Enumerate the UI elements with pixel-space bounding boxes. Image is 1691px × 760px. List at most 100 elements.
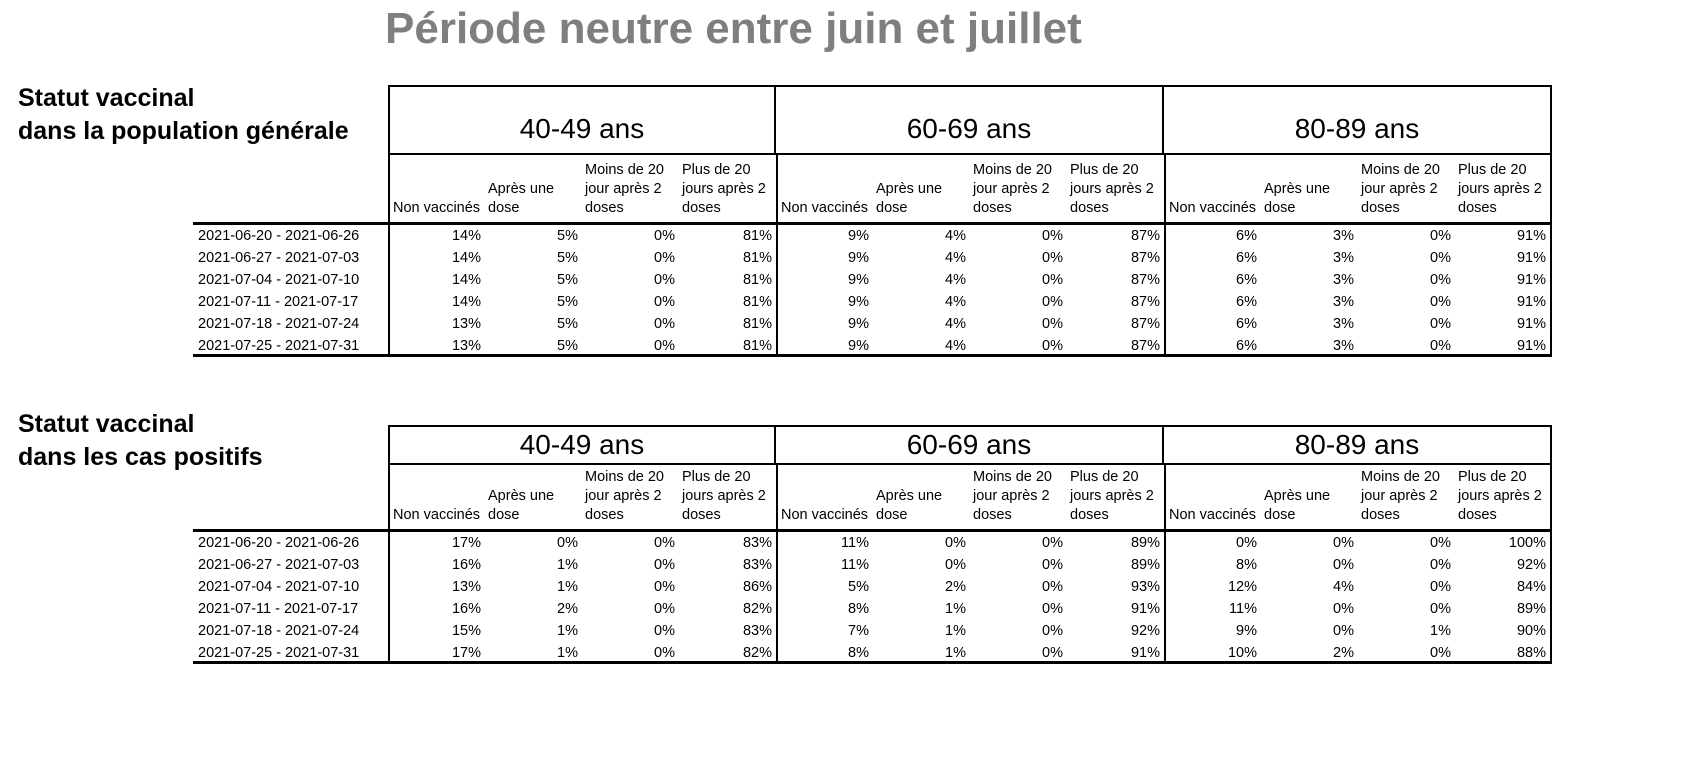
value-cell: 5%	[776, 576, 873, 598]
value-cell: 4%	[873, 335, 970, 357]
value-cell: 1%	[945, 601, 966, 617]
period-cell: 2021-07-11 - 2021-07-17	[198, 601, 359, 617]
value-cell: 1%	[1430, 623, 1451, 639]
value-cell: 3%	[1333, 250, 1354, 266]
value-cell: 17%	[388, 532, 485, 554]
column-header: Moins de 20 jour après 2 doses	[582, 465, 679, 532]
value-cell: 5%	[557, 294, 578, 310]
value-cell: 0%	[1333, 601, 1354, 617]
value-cell: 7%	[776, 620, 873, 642]
value-cell: 6%	[1164, 269, 1261, 291]
value-cell: 0%	[1042, 557, 1063, 573]
column-header: Moins de 20 jour après 2 doses	[582, 155, 679, 225]
age-group-header: 40-49 ans	[388, 85, 776, 155]
value-cell: 6%	[1164, 335, 1261, 357]
column-header: Après une dose	[485, 465, 582, 532]
age-group-header: 60-69 ans	[776, 425, 1164, 465]
value-cell: 11%	[776, 554, 873, 576]
value-cell: 9%	[776, 313, 873, 335]
value-cell: 81%	[679, 335, 776, 357]
value-cell: 0%	[1333, 557, 1354, 573]
value-cell: 2%	[945, 579, 966, 595]
value-cell: 0%	[1430, 557, 1451, 573]
value-cell: 1%	[945, 623, 966, 639]
value-cell: 88%	[1455, 642, 1552, 664]
value-cell: 3%	[1333, 272, 1354, 288]
value-cell: 8%	[776, 598, 873, 620]
value-cell: 0%	[582, 335, 679, 357]
value-cell: 5%	[485, 335, 582, 357]
value-cell: 2%	[1261, 642, 1358, 664]
value-cell: 91%	[1455, 313, 1552, 335]
value-cell: 6%	[1164, 313, 1261, 335]
value-cell: 1%	[557, 557, 578, 573]
period-cell: 2021-06-27 - 2021-07-03	[198, 250, 360, 266]
value-cell: 5%	[557, 228, 578, 244]
value-cell: 0%	[1430, 579, 1451, 595]
value-cell: 81%	[742, 294, 772, 310]
value-cell: 4%	[945, 294, 966, 310]
value-cell: 91%	[1455, 247, 1552, 269]
value-cell: 0%	[654, 294, 675, 310]
section-label-line: dans les cas positifs	[18, 442, 263, 471]
value-cell: 17%	[388, 642, 485, 664]
value-cell: 8%	[1164, 554, 1261, 576]
value-cell: 0%	[557, 535, 578, 551]
column-header: Plus de 20 jours après 2 doses	[679, 155, 776, 225]
column-header: Non vaccinés	[776, 465, 873, 532]
value-cell: 0%	[654, 623, 675, 639]
value-cell: 0%	[582, 642, 679, 664]
value-cell: 0%	[654, 557, 675, 573]
period-cell: 2021-07-18 - 2021-07-24	[198, 623, 360, 639]
value-cell: 2%	[557, 601, 578, 617]
value-cell: 0%	[1430, 250, 1451, 266]
value-cell: 0%	[654, 250, 675, 266]
value-cell: 91%	[1455, 225, 1552, 247]
period-cell: 2021-07-04 - 2021-07-10	[198, 579, 360, 595]
section-label-line: Statut vaccinal	[18, 84, 195, 112]
value-cell: 0%	[1042, 272, 1063, 288]
value-cell: 0%	[1042, 535, 1063, 551]
column-header: Non vaccinés	[1164, 155, 1261, 225]
period-cell: 2021-07-11 - 2021-07-17	[198, 294, 359, 310]
value-cell: 14%	[388, 225, 485, 247]
value-cell: 0%	[1042, 601, 1063, 617]
value-cell: 14%	[388, 291, 485, 313]
period-cell: 2021-06-20 - 2021-06-26	[198, 535, 360, 551]
value-cell: 91%	[1067, 642, 1164, 664]
value-cell: 16%	[388, 554, 485, 576]
value-cell: 13%	[388, 335, 485, 357]
value-cell: 0%	[1164, 532, 1261, 554]
value-cell: 11%	[1164, 598, 1261, 620]
value-cell: 0%	[654, 535, 675, 551]
value-cell: 100%	[1455, 532, 1552, 554]
value-cell: 9%	[776, 291, 873, 313]
value-cell: 14%	[388, 269, 485, 291]
value-cell: 1%	[557, 623, 578, 639]
value-cell: 81%	[742, 272, 772, 288]
value-cell: 0%	[945, 535, 966, 551]
column-header: Plus de 20 jours après 2 doses	[679, 465, 776, 532]
section-label-line: Statut vaccinal	[18, 410, 195, 438]
value-cell: 15%	[388, 620, 485, 642]
value-cell: 0%	[654, 272, 675, 288]
value-cell: 93%	[1130, 579, 1160, 595]
value-cell: 81%	[742, 228, 772, 244]
value-cell: 3%	[1333, 316, 1354, 332]
column-header: Après une dose	[485, 155, 582, 225]
value-cell: 0%	[654, 579, 675, 595]
value-cell: 5%	[557, 316, 578, 332]
value-cell: 0%	[1333, 535, 1354, 551]
value-cell: 87%	[1130, 228, 1160, 244]
value-cell: 0%	[654, 601, 675, 617]
value-cell: 6%	[1164, 291, 1261, 313]
value-cell: 0%	[1042, 250, 1063, 266]
value-cell: 0%	[1430, 272, 1451, 288]
value-cell: 87%	[1130, 272, 1160, 288]
period-cell: 2021-07-04 - 2021-07-10	[198, 272, 360, 288]
value-cell: 86%	[742, 579, 772, 595]
value-cell: 0%	[1358, 642, 1455, 664]
value-cell: 0%	[945, 557, 966, 573]
age-group-header: 80-89 ans	[1164, 425, 1552, 465]
